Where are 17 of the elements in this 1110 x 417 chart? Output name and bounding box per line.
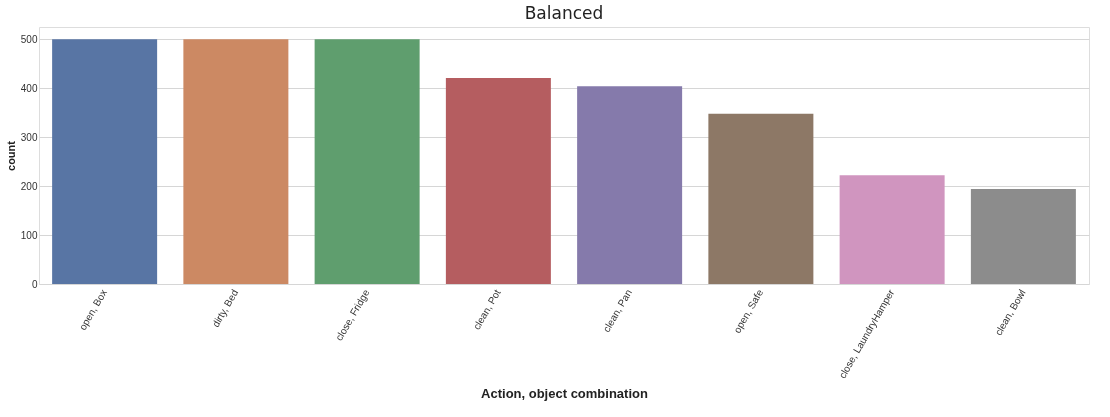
chart-title: Balanced xyxy=(524,3,604,23)
y-axis-title: count xyxy=(4,140,17,171)
y-tick-label: 100 xyxy=(20,229,38,241)
bar xyxy=(577,86,683,284)
bar xyxy=(183,39,289,284)
bar xyxy=(445,77,551,284)
bar xyxy=(970,189,1076,284)
y-tick-label: 200 xyxy=(20,180,38,192)
bar xyxy=(314,39,420,284)
bar xyxy=(708,113,814,284)
y-tick-label: 400 xyxy=(20,82,38,94)
y-tick-label: 300 xyxy=(20,131,38,143)
bar xyxy=(52,39,158,284)
x-axis-title: Action, object combination xyxy=(481,386,648,402)
y-tick-label: 500 xyxy=(20,33,38,45)
bar xyxy=(839,175,945,284)
y-tick-label: 0 xyxy=(31,278,38,290)
